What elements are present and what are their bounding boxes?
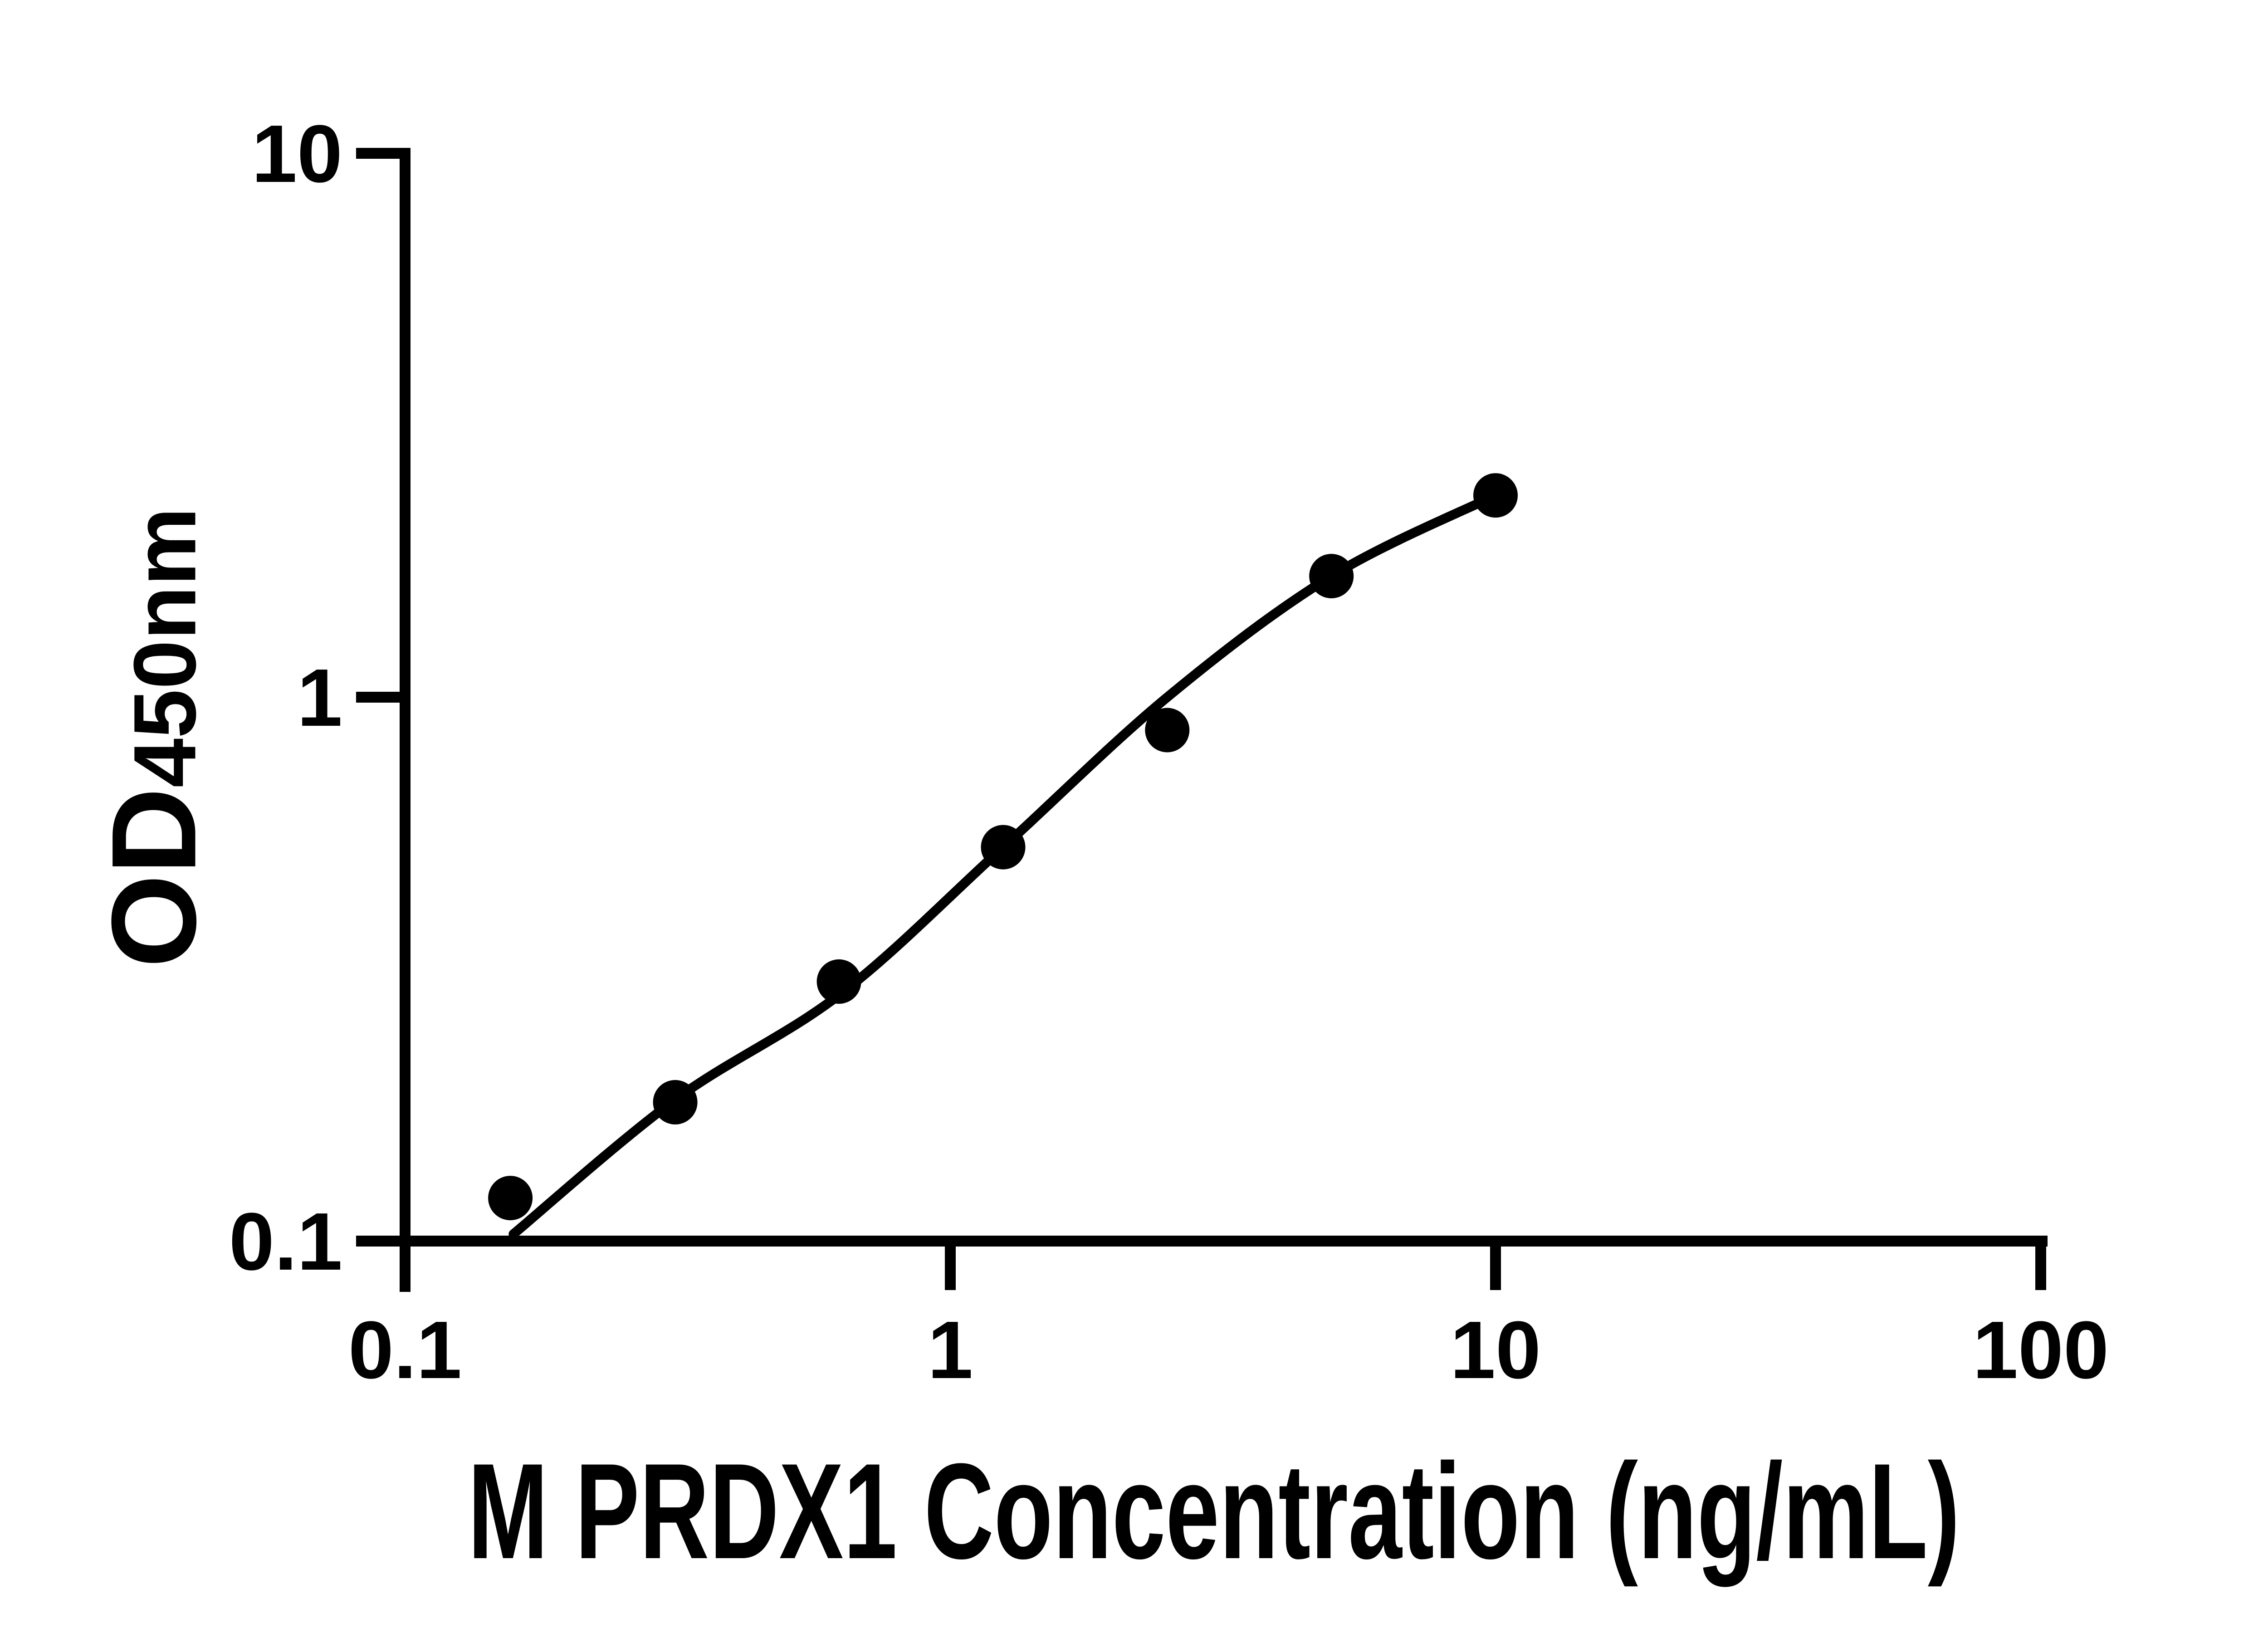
y-axis-title-sub: 450nm bbox=[115, 507, 215, 788]
x-tick-label: 0.1 bbox=[348, 1305, 462, 1396]
data-point bbox=[1473, 473, 1518, 518]
data-point bbox=[816, 959, 861, 1004]
x-tick-label: 10 bbox=[1450, 1305, 1541, 1396]
x-axis-title: M PRDX1 Concentration (ng/mL) bbox=[468, 1435, 1960, 1587]
y-tick-label: 10 bbox=[251, 108, 342, 200]
data-point bbox=[653, 1080, 698, 1125]
x-tick-label: 1 bbox=[927, 1305, 973, 1396]
y-tick-label: 0.1 bbox=[229, 1196, 342, 1287]
y-tick-label: 1 bbox=[297, 652, 342, 743]
data-point bbox=[1145, 708, 1190, 753]
y-axis-title-main: OD bbox=[87, 787, 221, 968]
x-tick-label: 100 bbox=[1972, 1305, 2109, 1396]
data-point bbox=[981, 825, 1026, 870]
data-point bbox=[1309, 554, 1354, 598]
data-point bbox=[488, 1176, 533, 1221]
